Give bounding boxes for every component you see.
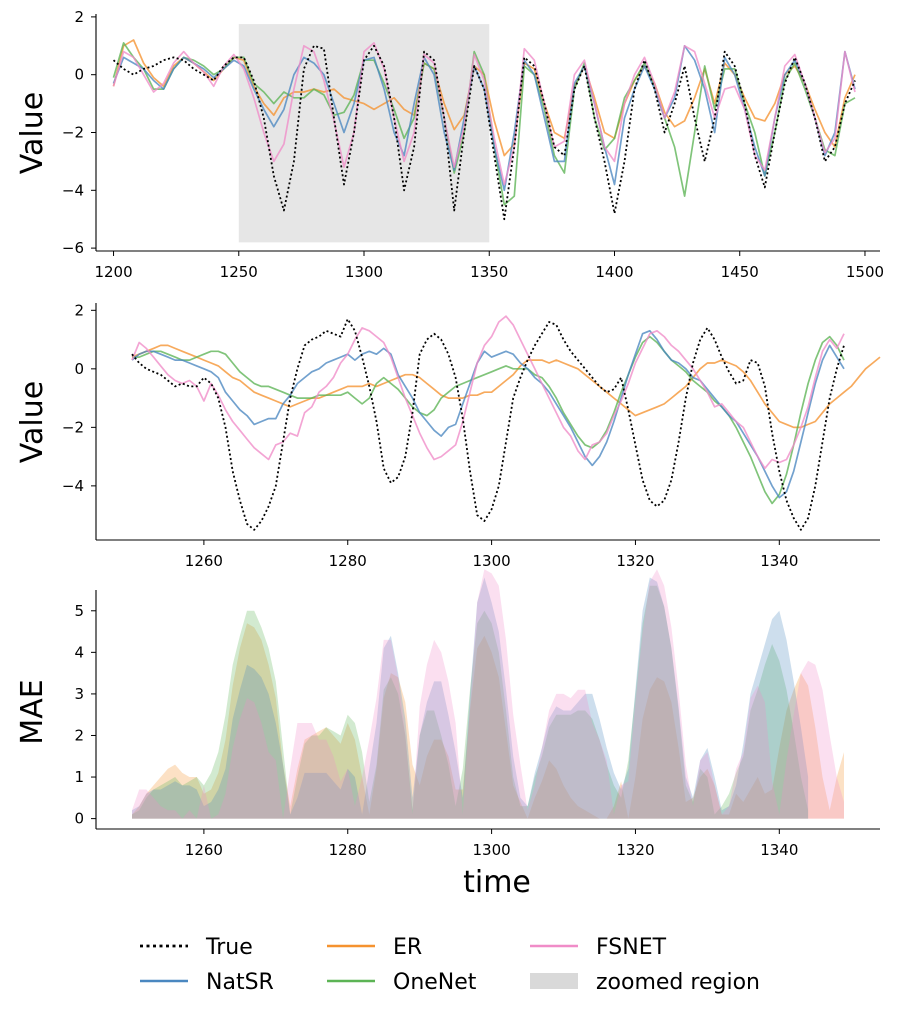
mae-xlabel: time — [463, 865, 531, 900]
legend: True ER FSNET NatSR OneNet zoomed region — [140, 935, 760, 995]
legend-item-er: ER — [327, 935, 422, 960]
legend-label: ER — [393, 935, 422, 960]
overview-ytick-label: 0 — [74, 66, 84, 84]
legend-swatch-zoomed — [530, 973, 578, 989]
legend-item-onenet: OneNet — [327, 970, 477, 995]
mae-ytick-label: 0 — [74, 810, 84, 828]
mae-ylabel: MAE — [15, 679, 50, 744]
overview-series-true — [112, 44, 856, 221]
overview-series-fsnet — [112, 42, 856, 186]
overview-xtick-label: 1200 — [94, 263, 132, 281]
mae-ytick-label: 5 — [74, 602, 84, 620]
overview-xtick-label: 1250 — [220, 263, 258, 281]
overview-ylabel: Value — [15, 92, 50, 174]
mae-area-onenet — [132, 585, 809, 819]
overview-xtick-label: 1300 — [345, 263, 383, 281]
overview-xtick-label: 1400 — [595, 263, 633, 281]
mae-area-er — [132, 623, 844, 819]
overview-ytick-label: −2 — [62, 124, 84, 142]
legend-item-true: True — [140, 935, 253, 960]
mae-xtick-label: 1340 — [760, 841, 798, 859]
zoom-ytick-label: 0 — [74, 360, 84, 378]
zoom-xtick-label: 1300 — [473, 552, 511, 570]
overview-ytick-label: −4 — [62, 181, 84, 199]
mae-ytick-label: 1 — [74, 768, 84, 786]
overview-panel: 1200 1250 1300 1350 1400 1450 1500 2 0 −2 −4 −6 — [62, 8, 884, 281]
mae-ytick-label: 3 — [74, 685, 84, 703]
zoom-ylabel: Value — [15, 381, 50, 463]
mae-area-natsr — [132, 577, 809, 819]
legend-item-natsr: NatSR — [140, 970, 274, 995]
zoom-series-natsr — [131, 329, 845, 499]
mae-area-fsnet — [132, 569, 844, 819]
legend-label: zoomed region — [596, 970, 760, 995]
overview-ytick-label: −6 — [62, 239, 84, 257]
zoom-xtick-label: 1260 — [185, 552, 223, 570]
legend-item-fsnet: FSNET — [530, 935, 667, 960]
overview-xtick-label: 1500 — [846, 263, 884, 281]
zoom-panel: 1260 1280 1300 1320 1340 2 0 −2 −4 — [62, 301, 881, 570]
overview-xtick-label: 1450 — [721, 263, 759, 281]
zoom-ytick-label: −2 — [62, 418, 84, 436]
zoom-xtick-label: 1340 — [760, 552, 798, 570]
zoom-series-onenet — [132, 335, 845, 505]
mae-panel: 1260 1280 1300 1320 1340 0 1 2 3 4 5 — [74, 569, 880, 859]
zoom-xtick-label: 1320 — [616, 552, 654, 570]
zoom-series-true — [131, 318, 845, 531]
mae-xtick-label: 1260 — [185, 841, 223, 859]
mae-xtick-label: 1320 — [616, 841, 654, 859]
legend-label: NatSR — [206, 970, 274, 995]
legend-label: True — [205, 935, 253, 960]
legend-label: OneNet — [393, 970, 477, 995]
zoom-series-er — [131, 344, 881, 429]
legend-label: FSNET — [596, 935, 667, 960]
overview-ytick-label: 2 — [74, 8, 84, 26]
legend-item-zoomed: zoomed region — [530, 970, 760, 995]
zoom-ytick-label: 2 — [74, 301, 84, 319]
mae-xtick-label: 1300 — [473, 841, 511, 859]
zoom-xtick-label: 1280 — [329, 552, 367, 570]
mae-ytick-label: 4 — [74, 643, 84, 661]
zoom-ytick-label: −4 — [62, 477, 84, 495]
mae-xtick-label: 1280 — [329, 841, 367, 859]
mae-ytick-label: 2 — [74, 726, 84, 744]
zoom-series-fsnet — [131, 315, 845, 470]
overview-xtick-label: 1350 — [470, 263, 508, 281]
